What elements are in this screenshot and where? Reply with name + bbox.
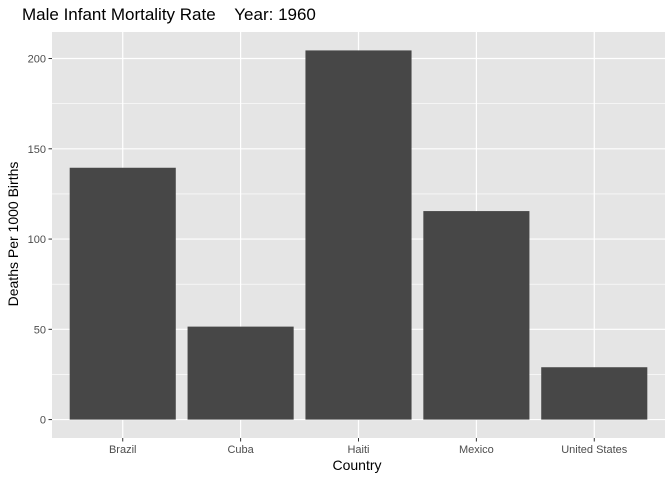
y-tick-label: 0 <box>40 415 46 427</box>
bar-haiti <box>305 50 412 420</box>
x-axis-title: Country <box>332 457 381 473</box>
x-tick-label: Brazil <box>109 444 137 456</box>
x-tick-label: Cuba <box>227 444 254 456</box>
y-tick-label: 200 <box>28 54 46 66</box>
bars <box>69 50 648 420</box>
chart-title: Male Infant Mortality Rate Year: 1960 <box>22 5 316 24</box>
y-tick-label: 100 <box>28 234 46 246</box>
x-tick-label: Mexico <box>459 444 494 456</box>
bar-united-states <box>541 367 648 420</box>
y-tick-label: 150 <box>28 144 46 156</box>
x-tick-label: United States <box>561 444 628 456</box>
y-axis-title: Deaths Per 1000 Births <box>5 162 21 307</box>
x-tick-label: Haiti <box>347 444 369 456</box>
bar-brazil <box>69 167 176 420</box>
bar-cuba <box>187 326 294 420</box>
x-axis: Brazil Cuba Haiti Mexico United States <box>109 438 628 456</box>
bar-mexico <box>423 211 530 420</box>
y-axis: 0 50 100 150 200 <box>28 54 52 427</box>
y-tick-label: 50 <box>34 324 46 336</box>
